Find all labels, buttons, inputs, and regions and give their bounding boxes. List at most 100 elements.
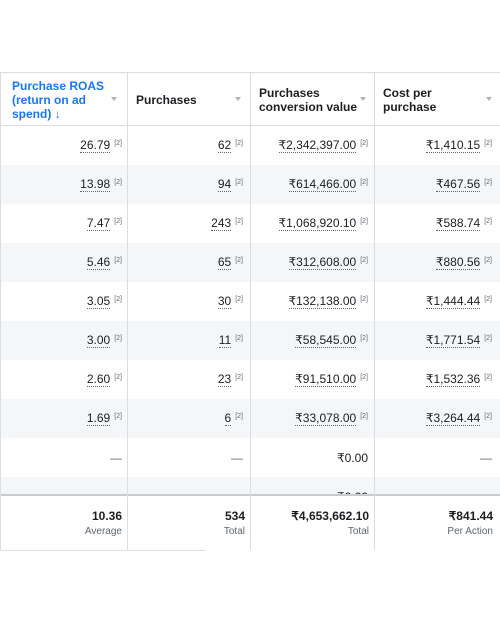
footnote-marker[interactable]: [2] xyxy=(114,335,122,342)
cell-value[interactable]: 62 xyxy=(217,137,232,153)
footnote-marker[interactable]: [2] xyxy=(114,374,122,381)
cell-conversion-value: ₹132,138.00 [2] xyxy=(251,282,368,321)
cell-value[interactable]: ₹2,342,397.00 xyxy=(278,137,357,153)
cell-value[interactable]: 5.46 xyxy=(86,254,111,270)
footnote-marker[interactable]: [2] xyxy=(114,218,122,225)
cell-value[interactable]: 2.60 xyxy=(86,371,111,387)
footnote-marker[interactable]: [2] xyxy=(114,140,122,147)
footnote-marker[interactable]: [2] xyxy=(360,413,368,420)
cell-value[interactable]: ₹467.56 xyxy=(435,176,481,192)
cell-value[interactable]: ₹588.74 xyxy=(435,215,481,231)
column-label: Cost per purchase xyxy=(383,85,437,114)
cell-purchase-roas: 7.47 [2] xyxy=(0,204,122,243)
column-header-purchases[interactable]: Purchases xyxy=(136,73,249,126)
summary-roas: 10.36 Average xyxy=(0,496,122,550)
table-row: 26.79 [2] 62 [2] ₹2,342,397.00 [2] ₹1,410.15 [2… xyxy=(0,126,500,165)
cell-value[interactable]: ₹1,410.15 xyxy=(425,137,481,153)
summary-purchases: 534 Total xyxy=(128,496,245,550)
cell-conversion-value: ₹33,078.00 [2] xyxy=(251,399,368,438)
cell-value[interactable]: 30 xyxy=(217,293,232,309)
cell-conversion-value: ₹312,608.00 [2] xyxy=(251,243,368,282)
summary-cost-per-purchase: ₹841.44 Per Action xyxy=(375,496,493,550)
footnote-marker[interactable]: [2] xyxy=(360,335,368,342)
cell-value[interactable]: 6 xyxy=(224,410,232,426)
column-header-purchases-conversion-value[interactable]: Purchases conversion value xyxy=(259,73,374,126)
cell-purchase-roas: 26.79 [2] xyxy=(0,126,122,165)
cell-value[interactable]: ₹33,078.00 xyxy=(295,410,357,426)
footnote-marker[interactable]: [2] xyxy=(235,374,243,381)
cell-value[interactable]: 3.00 xyxy=(86,332,111,348)
cell-purchases: 65 [2] xyxy=(128,243,243,282)
footnote-marker[interactable]: [2] xyxy=(235,335,243,342)
footnote-marker[interactable]: [2] xyxy=(360,374,368,381)
cell-value[interactable]: ₹1,532.36 xyxy=(425,371,481,387)
footnote-marker[interactable]: [2] xyxy=(484,218,492,225)
table-row: — — ₹0.00 — xyxy=(0,438,500,477)
footnote-marker[interactable]: [2] xyxy=(484,374,492,381)
cell-conversion-value: ₹58,545.00 [2] xyxy=(251,321,368,360)
cell-value[interactable]: ₹614,466.00 xyxy=(288,176,357,192)
footnote-marker[interactable]: [2] xyxy=(360,179,368,186)
divider xyxy=(0,550,205,551)
footnote-marker[interactable]: [2] xyxy=(114,179,122,186)
cell-value[interactable]: 3.05 xyxy=(86,293,111,309)
footnote-marker[interactable]: [2] xyxy=(114,413,122,420)
footnote-marker[interactable]: [2] xyxy=(235,179,243,186)
cell-value[interactable]: 7.47 xyxy=(86,215,111,231)
footnote-marker[interactable]: [2] xyxy=(484,140,492,147)
chevron-down-icon[interactable] xyxy=(235,97,241,101)
cell-purchases: — xyxy=(128,438,243,477)
cell-conversion-value: ₹91,510.00 [2] xyxy=(251,360,368,399)
cell-value[interactable]: ₹91,510.00 xyxy=(295,371,357,387)
footnote-marker[interactable]: [2] xyxy=(484,257,492,264)
column-label: Purchases conversion value xyxy=(259,85,358,114)
footnote-marker[interactable]: [2] xyxy=(484,413,492,420)
cell-cost-per-purchase: ₹1,444.44 [2] xyxy=(375,282,492,321)
footnote-marker[interactable]: [2] xyxy=(484,335,492,342)
summary-label: Average xyxy=(84,525,122,537)
footnote-marker[interactable]: [2] xyxy=(235,140,243,147)
footnote-marker[interactable]: [2] xyxy=(360,218,368,225)
footnote-marker[interactable]: [2] xyxy=(484,296,492,303)
summary-label: Per Action xyxy=(447,525,493,537)
footnote-marker[interactable]: [2] xyxy=(114,257,122,264)
cell-conversion-value: ₹614,466.00 [2] xyxy=(251,165,368,204)
column-header-purchase-roas[interactable]: Purchase ROAS (return on ad spend) ↓ xyxy=(12,73,125,126)
cell-value[interactable]: ₹1,068,920.10 xyxy=(278,215,357,231)
cell-value[interactable]: 23 xyxy=(217,371,232,387)
sort-desc-icon: ↓ xyxy=(54,106,61,121)
footnote-marker[interactable]: [2] xyxy=(360,257,368,264)
cell-value[interactable]: ₹1,444.44 xyxy=(425,293,481,309)
chevron-down-icon[interactable] xyxy=(486,97,492,101)
footnote-marker[interactable]: [2] xyxy=(235,413,243,420)
cell-value[interactable]: ₹1,771.54 xyxy=(425,332,481,348)
summary-conversion-value: ₹4,653,662.10 Total xyxy=(251,496,369,550)
empty-value: — xyxy=(480,450,492,465)
cell-value[interactable]: 11 xyxy=(218,332,232,348)
cell-value[interactable]: 243 xyxy=(211,215,232,231)
footnote-marker[interactable]: [2] xyxy=(235,296,243,303)
chevron-down-icon[interactable] xyxy=(360,97,366,101)
cell-value[interactable]: ₹58,545.00 xyxy=(295,332,357,348)
footnote-marker[interactable]: [2] xyxy=(235,218,243,225)
cell-conversion-value: ₹1,068,920.10 [2] xyxy=(251,204,368,243)
cell-value[interactable]: 13.98 xyxy=(80,176,111,192)
column-divider xyxy=(374,72,375,550)
footnote-marker[interactable]: [2] xyxy=(114,296,122,303)
footnote-marker[interactable]: [2] xyxy=(360,296,368,303)
cell-value[interactable]: 1.69 xyxy=(86,410,111,426)
footnote-marker[interactable]: [2] xyxy=(360,140,368,147)
cell-value[interactable]: 94 xyxy=(217,176,232,192)
cell-value[interactable]: ₹312,608.00 xyxy=(288,254,357,270)
cell-cost-per-purchase: ₹588.74 [2] xyxy=(375,204,492,243)
cell-value[interactable]: 65 xyxy=(217,254,232,270)
chevron-down-icon[interactable] xyxy=(111,97,117,101)
footnote-marker[interactable]: [2] xyxy=(484,179,492,186)
cell-value[interactable]: 26.79 xyxy=(80,137,111,153)
footnote-marker[interactable]: [2] xyxy=(235,257,243,264)
cell-value[interactable]: ₹132,138.00 xyxy=(288,293,357,309)
cell-value[interactable]: ₹3,264.44 xyxy=(425,410,481,426)
column-header-cost-per-purchase[interactable]: Cost per purchase xyxy=(383,73,500,126)
cell-value[interactable]: ₹880.56 xyxy=(435,254,481,270)
table-row: 7.47 [2] 243 [2] ₹1,068,920.10 [2] ₹588.74 [2] xyxy=(0,204,500,243)
